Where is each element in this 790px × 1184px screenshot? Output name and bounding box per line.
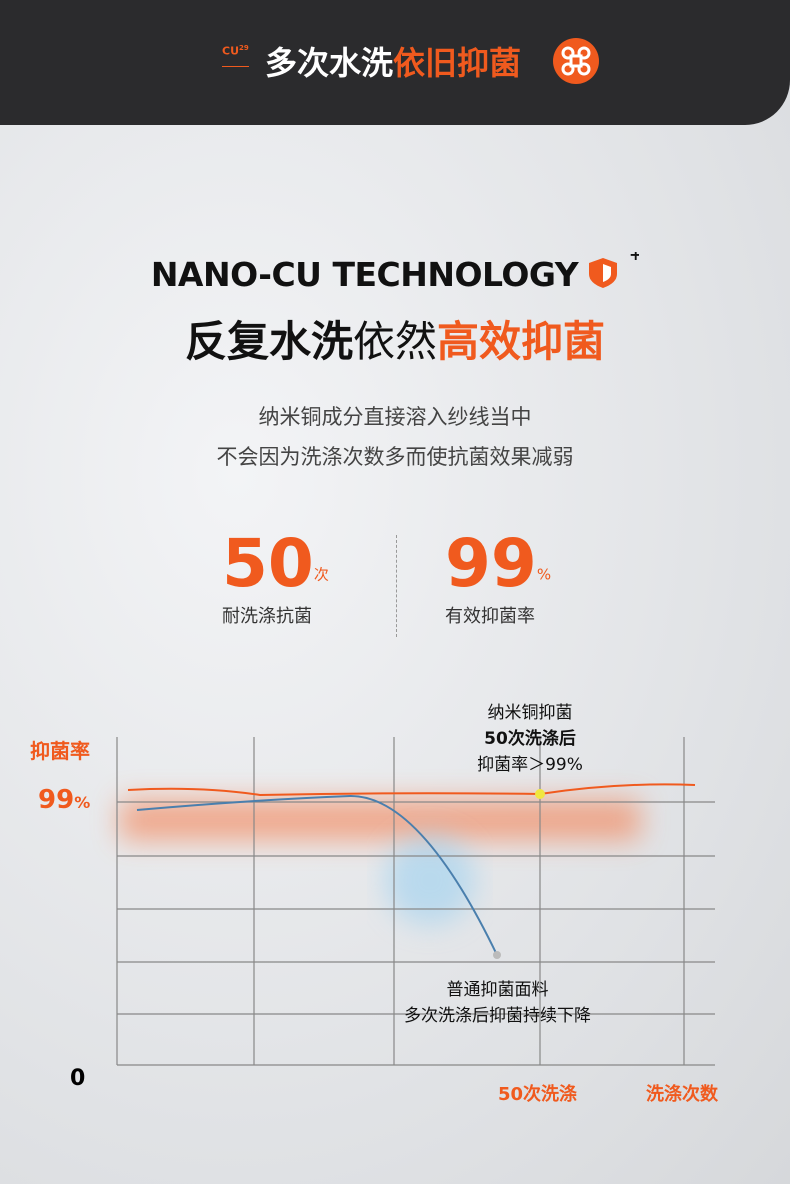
desc-line: 不会因为洗涤次数多而使抗菌效果减弱 — [216, 445, 574, 469]
sub-accent: 高效抑菌 — [437, 317, 606, 366]
y-top-unit: % — [74, 793, 91, 812]
note-bottom: 普通抑菌面料多次洗涤后抑菌持续下降 — [360, 977, 635, 1029]
x-mark: 50次洗涤 — [498, 1084, 578, 1105]
title-accent: 依旧抑菌 — [393, 44, 522, 82]
header: CU29 多次水洗依旧抑菌 — [0, 0, 790, 125]
sub-dark: 反复水洗 — [184, 317, 353, 366]
stat-value: 50 — [222, 525, 314, 602]
note-line: 50次洗涤后 — [484, 729, 576, 749]
badge-text: CU — [222, 44, 240, 58]
subheadline: 反复水洗依然高效抑菌 — [0, 308, 790, 369]
y-zero: 0 — [70, 1066, 86, 1091]
headline-title: NANO-CU TECHNOLOGY — [150, 255, 579, 294]
stat-unit: 次 — [313, 565, 329, 584]
title-dark: 多次水洗 — [265, 44, 394, 82]
stat-unit: % — [536, 565, 552, 584]
stat-label: 有效抑菌率 — [445, 606, 535, 627]
header-icon — [553, 38, 599, 84]
stat-value: 99 — [445, 525, 537, 602]
stat: 99% 有效抑菌率 — [445, 525, 595, 628]
badge: CU29 — [222, 44, 249, 67]
badge-sup: 29 — [239, 44, 249, 52]
sub-light: 依然 — [352, 317, 437, 366]
note-top: 纳米铜抑菌 50次洗涤后 抑菌率＞99% — [430, 700, 630, 778]
stat-label: 耐洗涤抗菌 — [222, 606, 312, 627]
headline: NANO-CU TECHNOLOGY + — [0, 245, 790, 294]
y-label: 抑菌率 — [30, 739, 90, 763]
note-line: 纳米铜抑菌 — [487, 703, 573, 723]
y-top: 99% — [38, 785, 90, 815]
desc-line: 纳米铜成分直接溶入纱线当中 — [258, 405, 532, 429]
x-label: 洗涤次数 — [646, 1084, 718, 1105]
note-line: 抑菌率＞99% — [477, 755, 583, 775]
stat: 50次耐洗涤抗菌 — [222, 525, 362, 628]
header-title: 多次水洗依旧抑菌 — [265, 38, 521, 84]
y-top-value: 99 — [38, 785, 75, 815]
note-line: 普通抑菌面料 — [446, 980, 549, 1000]
description: 纳米铜成分直接溶入纱线当中不会因为洗涤次数多而使抗菌效果减弱 — [0, 397, 790, 477]
divider — [396, 535, 397, 637]
note-line: 多次洗涤后抑菌持续下降 — [404, 1006, 591, 1026]
